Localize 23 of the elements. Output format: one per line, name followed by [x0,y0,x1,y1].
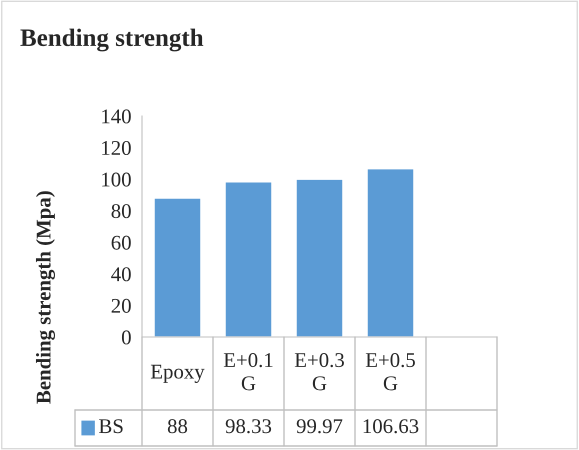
data-label: 106.63 [364,419,418,434]
x-tick-label: Epoxy [150,364,205,383]
bar [224,181,273,337]
data-label: 98.33 [226,419,272,434]
data-label: 88 [168,419,188,434]
y-tick-label: 60 [112,236,131,250]
chart-title: Bending strength [20,28,204,52]
data-label: 99.97 [296,419,342,434]
y-tick-label: 100 [102,172,131,187]
y-tick-label: 120 [102,140,131,156]
y-axis-title: Bending strength (Mpa) [36,191,56,404]
x-tick-label: E+0.5 G [366,353,415,390]
y-tick-label: 0 [122,330,131,344]
x-tick-label: E+0.3 G [294,353,344,390]
y-tick-label: 40 [111,267,131,282]
legend-label: BS [99,419,123,434]
bar [295,178,344,337]
bar [366,168,415,337]
y-tick-label: 20 [112,298,131,313]
y-tick-label: 140 [102,109,131,124]
bar [153,197,202,337]
x-tick-label: E+0.1 G [224,353,273,390]
y-tick-label: 80 [112,204,131,218]
